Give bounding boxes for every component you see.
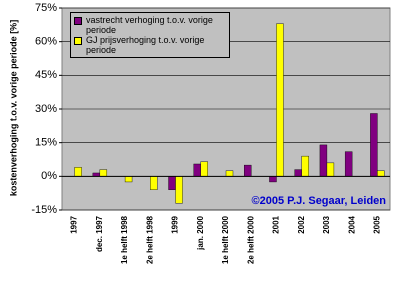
- x-tick-label: 1e helft 2000: [221, 215, 230, 264]
- bar: [344, 151, 353, 177]
- x-tick-label: 2001: [272, 215, 281, 233]
- x-tick-label: 2002: [297, 215, 306, 233]
- legend-swatch: [74, 37, 82, 45]
- bar: [301, 155, 309, 177]
- bar: [276, 23, 284, 177]
- x-tick-label: 2005: [372, 215, 381, 233]
- legend: vastrecht verhoging t.o.v. vorige period…: [70, 12, 230, 58]
- annotation: ©2005 P.J. Segaar, Leiden: [252, 195, 387, 207]
- bar: [124, 176, 133, 183]
- bar: [225, 170, 234, 177]
- bar: [193, 163, 201, 177]
- x-tick-label: jan. 2000: [196, 215, 205, 250]
- y-tick-label: 60%: [35, 36, 57, 48]
- bar: [377, 170, 385, 177]
- bar: [269, 176, 277, 183]
- y-tick-label: 75%: [35, 2, 57, 14]
- x-tick-label: 2003: [322, 215, 331, 233]
- bar: [99, 169, 108, 177]
- bar: [294, 169, 302, 177]
- x-tick-label: 1997: [70, 215, 79, 233]
- x-tick-label: dec. 1997: [95, 215, 104, 252]
- x-tick-label: 1e helft 1998: [120, 215, 129, 264]
- bar: [150, 176, 158, 190]
- bar: [326, 162, 335, 177]
- y-tick-label: 30%: [35, 103, 57, 115]
- y-tick-label: 45%: [35, 69, 57, 81]
- x-tick-label: 2e helft 1998: [145, 215, 154, 264]
- bar: [74, 167, 82, 177]
- bar: [92, 172, 101, 177]
- legend-label: vastrecht verhoging t.o.v. vorige period…: [86, 15, 213, 35]
- y-tick-label: -15%: [31, 204, 57, 216]
- x-tick-label: 2004: [347, 215, 356, 233]
- bar: [175, 176, 183, 204]
- x-tick-label: 1999: [171, 215, 180, 233]
- bar: [370, 113, 378, 177]
- legend-swatch: [74, 17, 82, 25]
- legend-label: GJ prijsverhoging t.o.v. vorige periode: [86, 35, 205, 55]
- y-axis-title: kostenverhoging t.o.v. vorige periode [%…: [8, 20, 18, 196]
- x-tick-label: 2e helft 2000: [246, 215, 255, 264]
- y-tick-label: 15%: [35, 137, 57, 149]
- bar: [168, 176, 176, 190]
- bar: [200, 161, 208, 177]
- bar: [244, 164, 252, 177]
- y-tick-label: 0%: [41, 170, 57, 182]
- legend-item: GJ prijsverhoging t.o.v. vorige periode: [74, 35, 226, 55]
- legend-item: vastrecht verhoging t.o.v. vorige period…: [74, 15, 226, 35]
- bar: [319, 144, 328, 177]
